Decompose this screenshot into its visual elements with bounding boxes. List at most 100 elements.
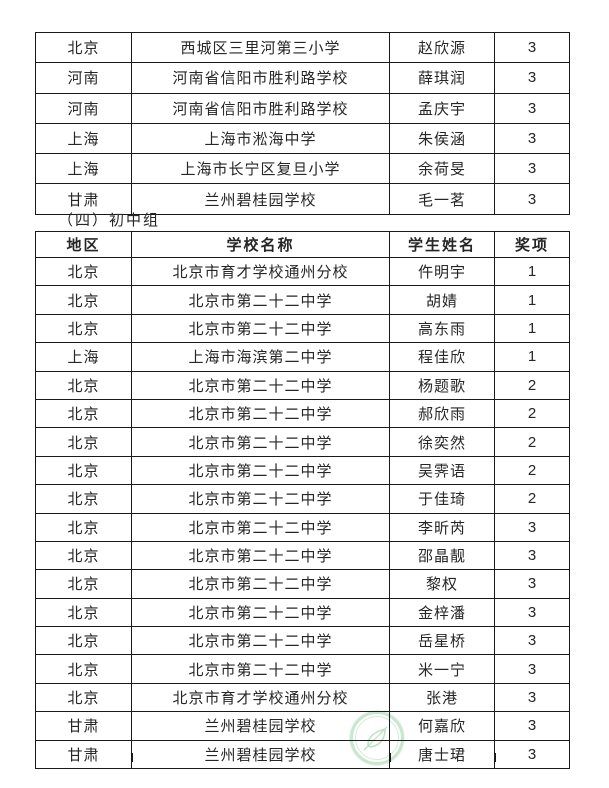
table-continuation-stub: [35, 753, 570, 762]
cell-award: 3: [494, 654, 570, 684]
cell-region: 上海: [35, 342, 132, 372]
junior-group-table: 地区 学校名称 学生姓名 奖项 北京 北京市育才学校通州分校 仵明宇 1 北京 北京市第二…: [35, 231, 570, 770]
col-header-award: 奖项: [494, 231, 570, 258]
cell-region: 北京: [35, 313, 132, 344]
cell-student: 何嘉欣: [389, 711, 495, 741]
col-header-student: 学生姓名: [389, 231, 495, 258]
cell-school: 北京市第二十二中学: [131, 370, 390, 400]
cell-school: 北京市第二十二中学: [131, 626, 390, 656]
cell-school: 北京市育才学校通州分校: [131, 682, 390, 713]
cell-award: 1: [494, 256, 570, 287]
table-row: 甘肃 兰州碧桂园学校 毛一茗 3: [35, 183, 570, 215]
header-row: 地区 学校名称 学生姓名 奖项: [35, 231, 570, 258]
section-heading: （四）初中组: [58, 213, 161, 229]
cell-region: 河南: [35, 62, 132, 94]
cell-school: 北京市第二十二中学: [131, 313, 390, 344]
cell-region: 上海: [35, 153, 132, 185]
cell-school: 兰州碧桂园学校: [131, 183, 390, 215]
cell-student: 朱侯涵: [389, 122, 495, 155]
cell-award: 2: [494, 455, 570, 486]
cell-award: 3: [494, 183, 570, 215]
cell-school: 北京市第二十二中学: [131, 512, 390, 542]
cell-school: 北京市第二十二中学: [131, 540, 390, 571]
cell-school: 北京市第二十二中学: [131, 654, 390, 684]
cell-student: 金梓潘: [389, 597, 495, 628]
cell-student: 孟庆宇: [389, 92, 495, 124]
cell-school: 北京市第二十二中学: [131, 569, 390, 599]
table-row: 北京 北京市第二十二中学 高东雨 1: [35, 313, 570, 344]
cell-student: 吴霁语: [389, 455, 495, 486]
cell-student: 杨题歌: [389, 370, 495, 400]
cell-school: 上海市淞海中学: [131, 122, 390, 155]
cell-region: 北京: [35, 285, 132, 315]
table-row: 河南 河南省信阳市胜利路学校 孟庆宇 3: [35, 92, 570, 124]
cell-award: 3: [494, 62, 570, 94]
table-row: 北京 北京市育才学校通州分校 仵明宇 1: [35, 256, 570, 287]
cell-region: 北京: [35, 427, 132, 457]
table-row: 北京 北京市第二十二中学 郝欣雨 2: [35, 398, 570, 429]
cell-region: 北京: [35, 540, 132, 571]
cell-award: 3: [494, 512, 570, 542]
cell-student: 徐奕然: [389, 427, 495, 457]
cell-region: 北京: [35, 455, 132, 486]
table-row: 北京 北京市第二十二中学 李昕芮 3: [35, 512, 570, 542]
cell-school: 上海市长宁区复旦小学: [131, 153, 390, 185]
cell-award: 3: [494, 682, 570, 713]
table-row: 北京 北京市第二十二中学 胡婧 1: [35, 285, 570, 315]
cell-award: 3: [494, 626, 570, 656]
table-row: 北京 北京市第二十二中学 徐奕然 2: [35, 427, 570, 457]
cell-school: 北京市第二十二中学: [131, 455, 390, 486]
cell-school: 兰州碧桂园学校: [131, 711, 390, 741]
cell-school: 北京市第二十二中学: [131, 597, 390, 628]
cell-award: 3: [494, 122, 570, 155]
cell-student: 米一宁: [389, 654, 495, 684]
cell-award: 1: [494, 285, 570, 315]
table-row: 北京 北京市第二十二中学 岳星桥 3: [35, 626, 570, 656]
cell-school: 兰州碧桂园学校: [131, 739, 390, 770]
cell-school: 北京市第二十二中学: [131, 427, 390, 457]
table-row: 北京 北京市第二十二中学 于佳琦 2: [35, 484, 570, 514]
cell-region: 北京: [35, 682, 132, 713]
cell-school: 北京市育才学校通州分校: [131, 256, 390, 287]
cell-region: 甘肃: [35, 183, 132, 215]
table-row: 上海 上海市海滨第二中学 程佳欣 1: [35, 342, 570, 372]
cell-student: 黎权: [389, 569, 495, 599]
cell-student: 岳星桥: [389, 626, 495, 656]
cell-student: 于佳琦: [389, 484, 495, 514]
table-row: 河南 河南省信阳市胜利路学校 薛琪润 3: [35, 62, 570, 94]
cell-region: 北京: [35, 256, 132, 287]
cell-region: 北京: [35, 512, 132, 542]
senior-group-table-continuation: 北京 西城区三里河第三小学 赵欣源 3 河南 河南省信阳市胜利路学校 薛琪润 3 河南 河南省信阳…: [35, 31, 570, 215]
cell-student: 李昕芮: [389, 512, 495, 542]
cell-region: 北京: [35, 484, 132, 514]
cell-award: 3: [494, 92, 570, 124]
cell-school: 上海市海滨第二中学: [131, 342, 390, 372]
cell-student: 仵明宇: [389, 256, 495, 287]
cell-award: 3: [494, 569, 570, 599]
col-header-region: 地区: [35, 231, 132, 258]
cell-school: 河南省信阳市胜利路学校: [131, 92, 390, 124]
table-row: 北京 北京市第二十二中学 吴霁语 2: [35, 455, 570, 486]
cell-award: 2: [494, 398, 570, 429]
cell-award: 2: [494, 484, 570, 514]
cell-student: 胡婧: [389, 285, 495, 315]
cell-student: 薛琪润: [389, 62, 495, 94]
cell-student: 邵晶靓: [389, 540, 495, 571]
cell-region: 北京: [35, 626, 132, 656]
cell-award: 1: [494, 342, 570, 372]
table-row: 北京 北京市第二十二中学 金梓潘 3: [35, 597, 570, 628]
table-row: 上海 上海市长宁区复旦小学 余荷旻 3: [35, 153, 570, 185]
cell-student: 郝欣雨: [389, 398, 495, 429]
table-row: 北京 北京市第二十二中学 邵晶靓 3: [35, 540, 570, 571]
cell-award: 1: [494, 313, 570, 344]
cell-region: 北京: [35, 654, 132, 684]
cell-region: 北京: [35, 398, 132, 429]
cell-award: 3: [494, 540, 570, 571]
cell-school: 北京市第二十二中学: [131, 285, 390, 315]
table-row: 北京 西城区三里河第三小学 赵欣源 3: [35, 31, 570, 64]
table-row: 北京 北京市育才学校通州分校 张港 3: [35, 682, 570, 713]
table-row: 北京 北京市第二十二中学 黎权 3: [35, 569, 570, 599]
cell-award: 3: [494, 153, 570, 185]
table-row: 北京 北京市第二十二中学 杨题歌 2: [35, 370, 570, 400]
